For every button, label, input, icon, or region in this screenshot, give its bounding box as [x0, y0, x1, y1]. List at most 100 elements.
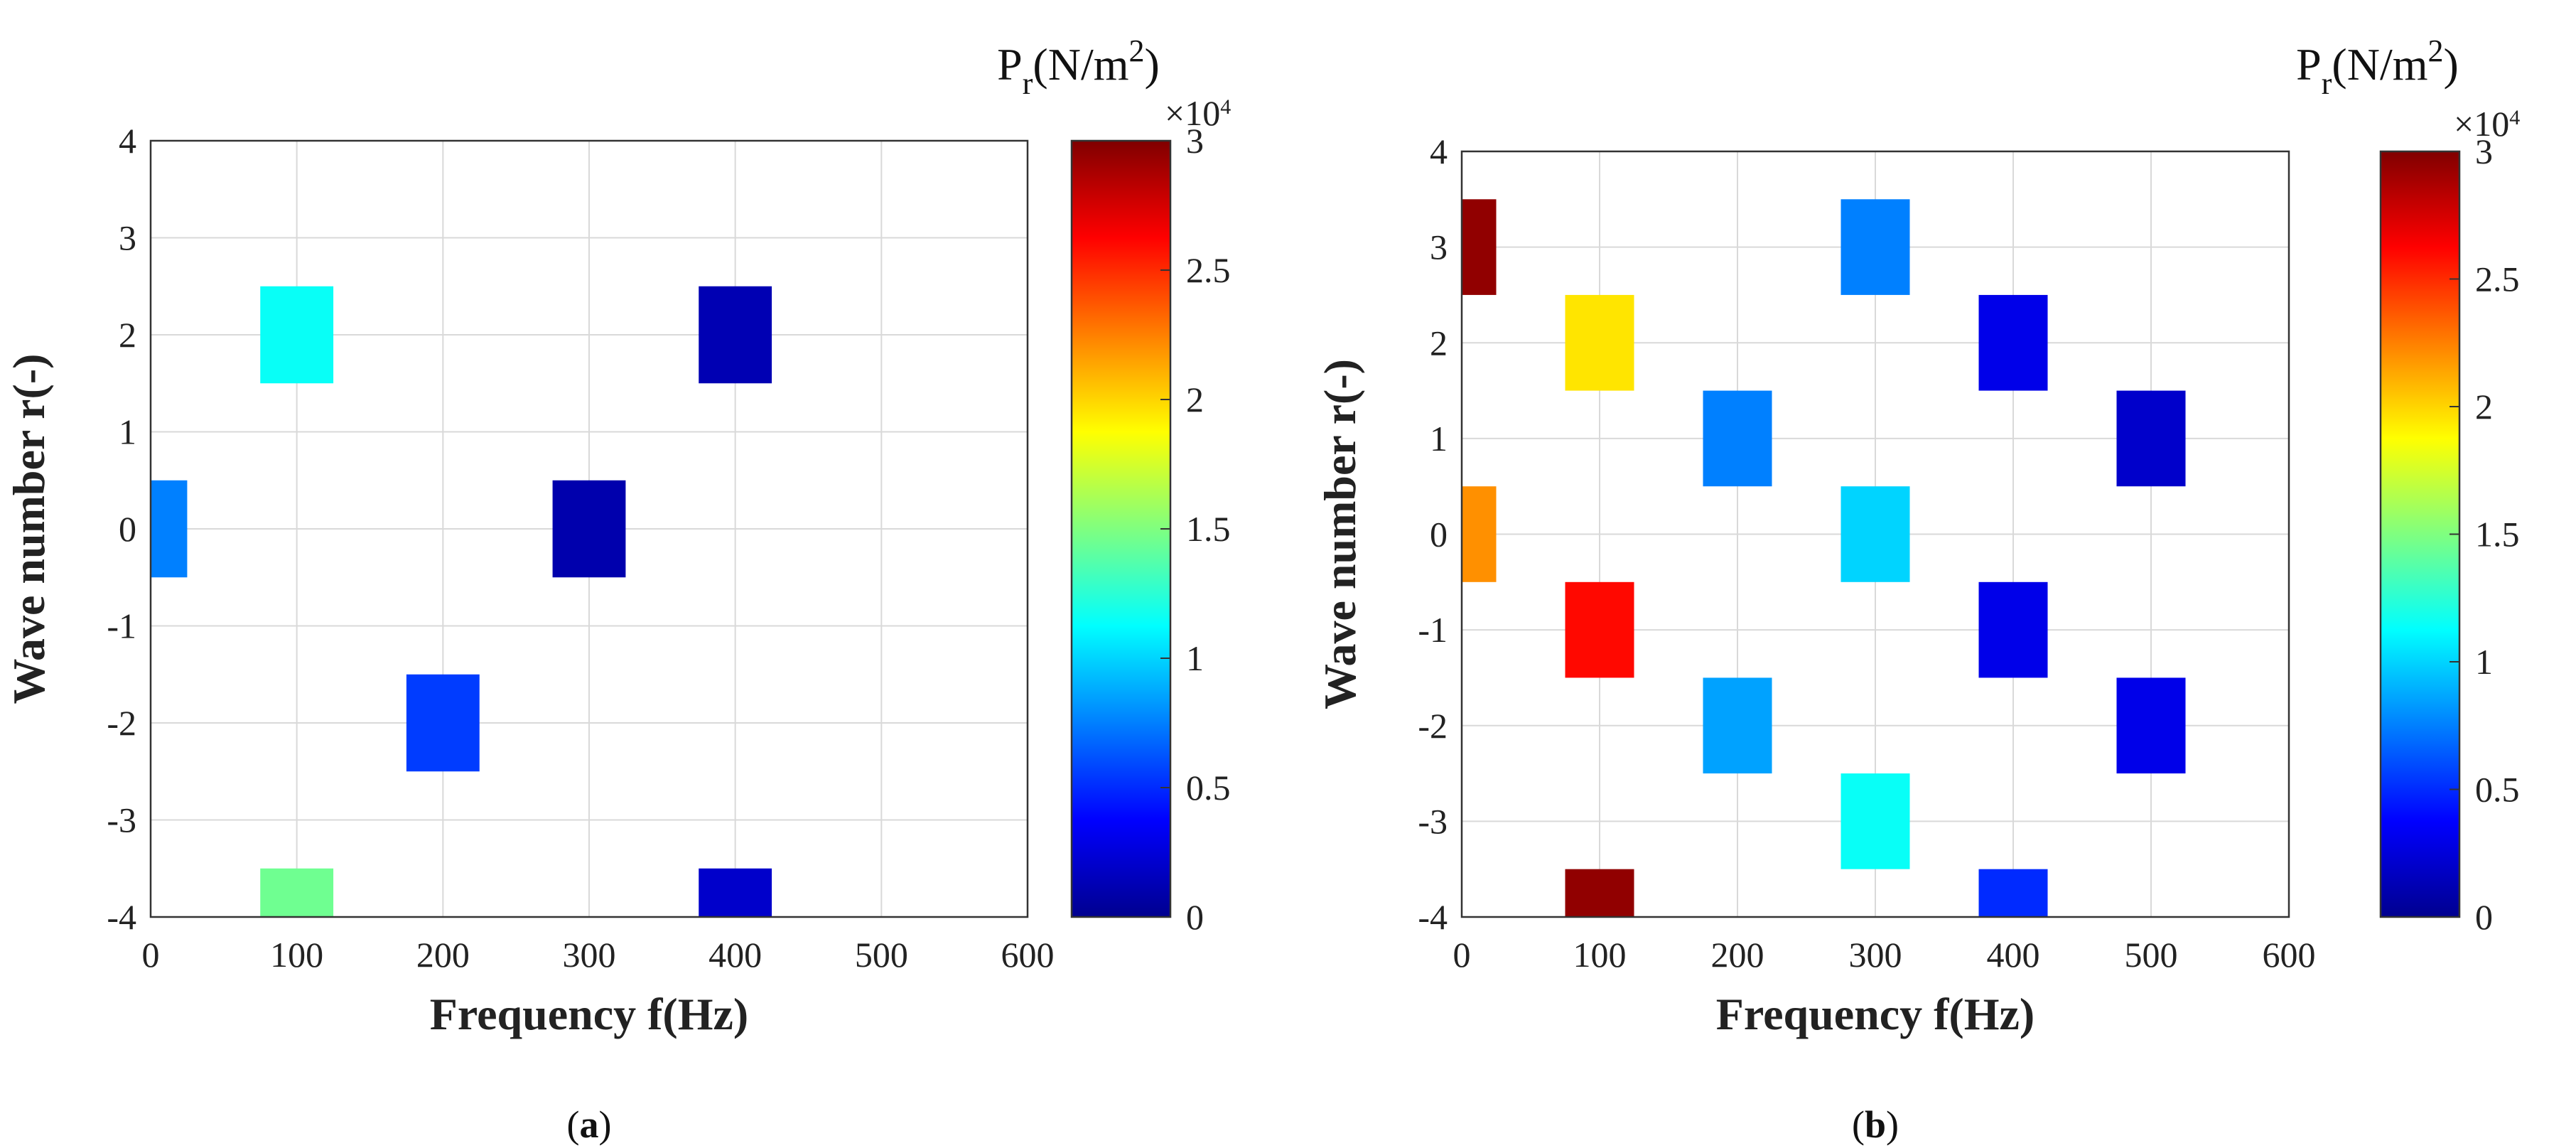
panel-label-close: ) — [599, 1103, 612, 1146]
colorbar-tick-label: 1.5 — [2475, 515, 2520, 554]
x-tick-label: 400 — [1987, 935, 2040, 975]
colorbar-tick-label: 3 — [1186, 121, 1204, 161]
heatmap-cell — [1978, 294, 2048, 391]
heatmap-cell — [2116, 677, 2186, 774]
heatmap-cell — [1462, 199, 1497, 295]
panel-label-close: ) — [1886, 1103, 1899, 1146]
y-tick-label: 1 — [1430, 419, 1448, 458]
heatmap-cell — [1841, 773, 1910, 869]
y-tick-label: 3 — [119, 218, 136, 258]
heatmap-cell — [1462, 486, 1497, 582]
colorbar-title-subscript: r — [2322, 66, 2332, 101]
colorbar-title-close: ) — [2444, 39, 2459, 90]
panel-label: (b) — [1852, 1103, 1899, 1146]
heatmap-cell — [260, 286, 334, 384]
x-tick-label: 600 — [1001, 935, 1055, 975]
x-tick-label: 200 — [1711, 935, 1764, 975]
colorbar-tick-label: 2.5 — [1186, 250, 1231, 290]
colorbar-exponent: ×104 — [2454, 104, 2520, 144]
colorbar-title-symbol: P — [997, 39, 1023, 90]
heatmap-cell — [2116, 390, 2186, 487]
panel-label-open: ( — [567, 1103, 580, 1146]
heatmap-cell — [1565, 869, 1634, 917]
panel-label-letter: a — [580, 1103, 599, 1146]
colorbar-exponent: ×104 — [1165, 93, 1231, 133]
x-tick-label: 300 — [563, 935, 616, 975]
y-tick-label: -4 — [1418, 897, 1448, 937]
colorbar-exponent-base: ×10 — [1165, 93, 1220, 133]
x-axis-label: Frequency f(Hz) — [1716, 989, 2035, 1039]
heatmap-cell — [1978, 869, 2048, 917]
y-tick-label: -1 — [107, 606, 136, 646]
colorbar-title-unit: (N/m — [1033, 39, 1128, 90]
y-axis-label: Wave number r(-) — [1315, 359, 1365, 709]
y-tick-label: -1 — [1418, 610, 1448, 650]
y-tick-label: -3 — [1418, 801, 1448, 841]
colorbar-title-power: 2 — [2428, 33, 2444, 68]
x-tick-label: 0 — [1453, 935, 1471, 975]
colorbar-tick-label: 2.5 — [2475, 259, 2520, 299]
colorbar-exponent-power: 4 — [2509, 106, 2520, 129]
colorbar-tick-label: 1 — [1186, 638, 1204, 678]
heatmap-cell — [406, 674, 480, 772]
colorbar-gradient — [2381, 151, 2459, 917]
colorbar-gradient — [1072, 141, 1170, 917]
plot-frame — [1460, 150, 2290, 918]
colorbar-exponent-base: ×10 — [2454, 104, 2509, 144]
y-tick-label: 4 — [119, 121, 136, 161]
x-tick-label: 100 — [1573, 935, 1627, 975]
colorbar-tick-label: 0 — [2475, 897, 2493, 937]
heatmap-cell — [1703, 390, 1772, 487]
panel-label-letter: b — [1865, 1103, 1886, 1146]
colorbar-title: Pr(N/m2) — [2296, 33, 2459, 101]
colorbar-title: Pr(N/m2) — [997, 33, 1160, 101]
y-tick-label: 3 — [1430, 227, 1448, 267]
heatmap-cell — [1565, 294, 1634, 391]
cells — [1462, 199, 2186, 917]
colorbar-tick-label: 2 — [1186, 380, 1204, 419]
y-tick-label: 1 — [119, 412, 136, 452]
heatmap-cell — [1841, 486, 1910, 582]
colorbar-tick-label: 1.5 — [1186, 509, 1231, 549]
x-tick-label: 500 — [2125, 935, 2178, 975]
colorbar-tick-label: 0 — [1186, 897, 1204, 937]
heatmap-cell — [699, 286, 772, 384]
x-tick-label: 0 — [142, 935, 160, 975]
colorbar-title-power: 2 — [1129, 33, 1145, 68]
y-axis-label: Wave number r(-) — [4, 354, 54, 704]
colorbar-title-close: ) — [1145, 39, 1160, 90]
colorbar-tick-label: 3 — [2475, 132, 2493, 171]
colorbar-tick-label: 2 — [2475, 387, 2493, 427]
y-tick-label: 0 — [119, 509, 136, 549]
heatmap-cell — [151, 480, 188, 578]
colorbar-tick-label: 0.5 — [1186, 768, 1231, 808]
colorbar-tick-label: 1 — [2475, 642, 2493, 682]
colorbar-title-symbol: P — [2296, 39, 2322, 90]
colorbar-title-subscript: r — [1023, 66, 1033, 101]
heatmap-cell — [1703, 677, 1772, 774]
y-tick-label: 2 — [1430, 323, 1448, 363]
x-tick-label: 100 — [270, 935, 323, 975]
colorbar-exponent-power: 4 — [1220, 95, 1231, 119]
heatmap-cell — [552, 480, 626, 578]
heatmap-cell — [1565, 581, 1634, 678]
y-tick-label: -2 — [1418, 706, 1448, 746]
x-tick-label: 500 — [855, 935, 908, 975]
y-tick-label: 4 — [1430, 132, 1448, 171]
x-tick-label: 400 — [708, 935, 762, 975]
heatmap-cell — [699, 868, 772, 917]
panel-a: 0 100 200 300 400 500 600-4-3-2-101234Frequenc… — [4, 33, 1231, 1146]
colorbar-title-unit: (N/m — [2332, 39, 2427, 90]
cells — [151, 286, 772, 917]
x-tick-label: 300 — [1849, 935, 1902, 975]
y-tick-label: 2 — [119, 315, 136, 355]
heatmap-cell — [260, 868, 334, 917]
heatmap-cell — [1841, 199, 1910, 295]
x-axis-label: Frequency f(Hz) — [430, 989, 748, 1039]
y-tick-label: 0 — [1430, 515, 1448, 554]
x-tick-label: 200 — [416, 935, 470, 975]
panel-label: (a) — [567, 1103, 612, 1146]
y-tick-label: -4 — [107, 897, 136, 937]
panel-label-open: ( — [1852, 1103, 1865, 1146]
